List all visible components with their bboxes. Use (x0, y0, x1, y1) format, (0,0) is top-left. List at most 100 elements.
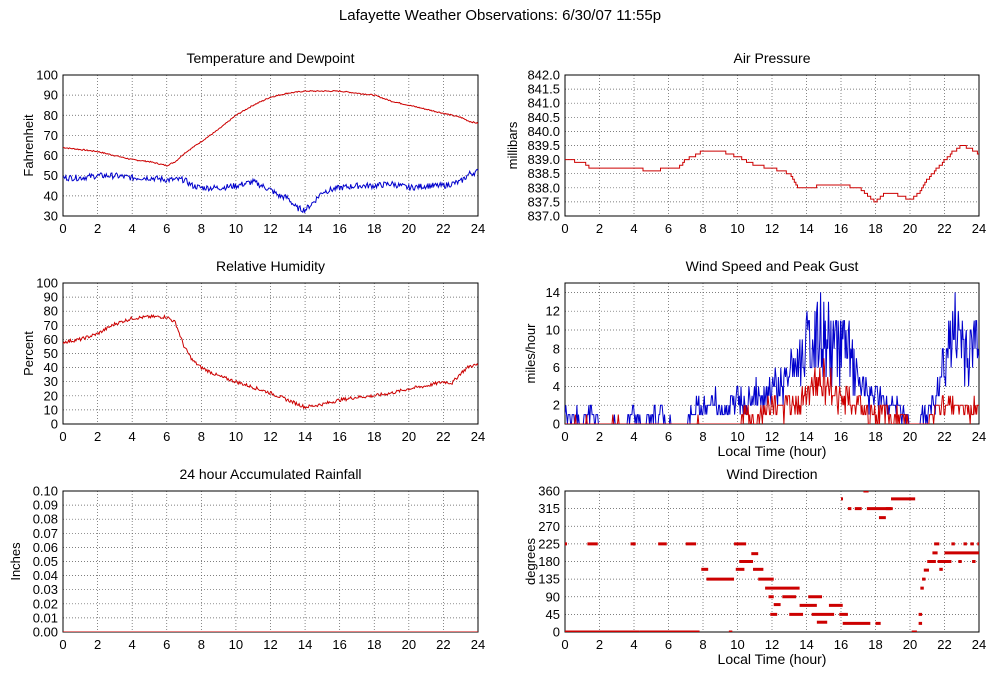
x-tick-label: 0 (59, 637, 66, 652)
x-tick-label: 0 (59, 221, 66, 236)
y-tick-label: 90 (44, 290, 58, 305)
x-tick-label: 10 (229, 637, 243, 652)
y-tick-label: 60 (44, 332, 58, 347)
x-tick-label: 10 (229, 429, 243, 444)
y-axis-label: millibars (505, 121, 520, 169)
x-tick-label: 18 (868, 637, 882, 652)
x-tick-label: 8 (198, 429, 205, 444)
x-tick-label: 2 (94, 221, 101, 236)
y-tick-label: 50 (44, 346, 58, 361)
x-tick-label: 0 (561, 429, 568, 444)
x-tick-label: 4 (129, 221, 136, 236)
series-line-1 (63, 168, 478, 214)
x-tick-label: 4 (129, 637, 136, 652)
x-tick-label: 22 (937, 429, 951, 444)
x-tick-label: 20 (402, 637, 416, 652)
y-tick-label: 840.0 (527, 124, 560, 139)
plot-frame (62, 74, 479, 217)
y-tick-label: 360 (538, 484, 560, 499)
y-tick-label: 841.0 (527, 96, 560, 111)
x-axis-label: Local Time (hour) (718, 443, 827, 459)
x-tick-label: 14 (298, 429, 312, 444)
y-tick-label: 40 (44, 188, 58, 203)
y-tick-label: 839.0 (527, 152, 560, 167)
y-tick-label: 135 (538, 572, 560, 587)
y-tick-label: 839.5 (527, 138, 560, 153)
x-tick-label: 16 (834, 221, 848, 236)
x-tick-label: 2 (596, 637, 603, 652)
y-tick-label: 80 (44, 304, 58, 319)
x-tick-label: 12 (263, 221, 277, 236)
x-tick-label: 24 (471, 221, 485, 236)
x-tick-label: 20 (402, 429, 416, 444)
plot-frame (564, 74, 980, 217)
x-tick-label: 20 (903, 221, 917, 236)
x-tick-label: 6 (665, 221, 672, 236)
y-axis-label: Percent (21, 331, 36, 376)
x-tick-label: 22 (436, 221, 450, 236)
x-tick-label: 4 (630, 637, 637, 652)
x-tick-label: 16 (332, 429, 346, 444)
y-tick-label: 30 (44, 209, 58, 224)
x-tick-label: 20 (402, 221, 416, 236)
page-title: Lafayette Weather Observations: 6/30/07 … (338, 7, 662, 24)
y-tick-label: 0 (553, 417, 560, 432)
y-tick-label: 40 (44, 360, 58, 375)
x-tick-label: 24 (471, 429, 485, 444)
y-axis-label: Fahrenheit (21, 114, 36, 177)
chart-title: 24 hour Accumulated Rainfall (179, 466, 361, 482)
x-tick-label: 8 (699, 221, 706, 236)
y-tick-label: 180 (538, 554, 560, 569)
x-tick-label: 2 (94, 637, 101, 652)
y-tick-label: 80 (44, 108, 58, 123)
x-tick-label: 18 (367, 429, 381, 444)
series-line-0 (63, 314, 478, 410)
y-tick-label: 12 (546, 304, 560, 319)
y-tick-label: 14 (546, 285, 560, 300)
y-tick-label: 0 (553, 625, 560, 640)
y-tick-label: 225 (538, 536, 560, 551)
x-tick-label: 4 (630, 221, 637, 236)
x-tick-label: 24 (972, 221, 986, 236)
x-tick-label: 0 (561, 637, 568, 652)
y-tick-label: 838.0 (527, 180, 560, 195)
chart-title: Relative Humidity (216, 258, 325, 274)
y-tick-label: 70 (44, 128, 58, 143)
y-tick-label: 0.00 (33, 625, 58, 640)
y-tick-label: 10 (44, 402, 58, 417)
chart-title: Wind Speed and Peak Gust (686, 258, 859, 274)
x-tick-label: 14 (298, 637, 312, 652)
x-tick-label: 12 (263, 637, 277, 652)
y-tick-label: 50 (44, 168, 58, 183)
y-tick-label: 837.5 (527, 194, 560, 209)
x-tick-label: 24 (471, 637, 485, 652)
x-tick-label: 2 (596, 221, 603, 236)
chart-title: Temperature and Dewpoint (186, 50, 354, 66)
y-tick-label: 70 (44, 318, 58, 333)
y-tick-label: 842.0 (527, 68, 560, 83)
x-tick-label: 12 (765, 429, 779, 444)
y-tick-label: 100 (36, 276, 58, 291)
x-tick-label: 22 (937, 637, 951, 652)
plot-frame (564, 490, 980, 633)
x-tick-label: 10 (229, 221, 243, 236)
y-tick-label: 0.09 (33, 498, 58, 513)
x-tick-label: 16 (834, 637, 848, 652)
x-tick-label: 12 (765, 637, 779, 652)
y-tick-label: 0 (51, 417, 58, 432)
x-tick-label: 6 (163, 221, 170, 236)
x-tick-label: 14 (799, 637, 813, 652)
y-tick-label: 315 (538, 501, 560, 516)
series-line-0 (63, 89, 478, 167)
chart-title: Wind Direction (726, 466, 817, 482)
y-tick-label: 0.01 (33, 610, 58, 625)
y-tick-label: 60 (44, 148, 58, 163)
x-tick-label: 6 (665, 429, 672, 444)
chart-title: Air Pressure (733, 50, 810, 66)
